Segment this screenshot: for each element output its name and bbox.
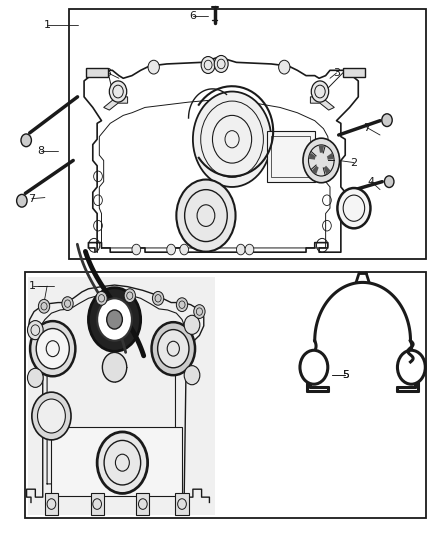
Circle shape: [237, 244, 245, 255]
Circle shape: [177, 180, 236, 252]
Circle shape: [28, 320, 43, 340]
Circle shape: [382, 114, 392, 126]
Circle shape: [32, 392, 71, 440]
Circle shape: [148, 60, 159, 74]
Circle shape: [124, 289, 135, 303]
Circle shape: [397, 350, 425, 384]
Circle shape: [107, 310, 122, 329]
Bar: [86, 68, 108, 77]
Circle shape: [184, 316, 200, 334]
Circle shape: [97, 432, 148, 494]
Text: 2: 2: [350, 158, 357, 167]
Wedge shape: [324, 166, 331, 174]
Wedge shape: [327, 153, 334, 160]
Circle shape: [180, 244, 188, 255]
Circle shape: [102, 352, 127, 382]
Text: 7: 7: [364, 123, 371, 133]
Circle shape: [184, 366, 200, 385]
Circle shape: [167, 244, 176, 255]
Bar: [45, 494, 58, 515]
Bar: [25, 272, 426, 519]
Bar: [91, 494, 104, 515]
Text: 5: 5: [342, 370, 349, 380]
Circle shape: [30, 321, 75, 376]
Bar: [271, 136, 311, 177]
Circle shape: [96, 292, 107, 305]
Circle shape: [194, 305, 205, 318]
Polygon shape: [28, 277, 215, 515]
Bar: [136, 494, 149, 515]
Circle shape: [201, 56, 215, 74]
Text: 3: 3: [333, 68, 340, 78]
Circle shape: [303, 138, 339, 183]
Circle shape: [193, 92, 271, 187]
Circle shape: [300, 350, 328, 384]
Bar: [69, 10, 426, 259]
Circle shape: [97, 298, 132, 341]
Circle shape: [279, 60, 290, 74]
Circle shape: [177, 298, 187, 312]
Text: 8: 8: [37, 146, 44, 156]
Circle shape: [132, 244, 141, 255]
Circle shape: [28, 368, 43, 387]
Circle shape: [245, 244, 254, 255]
Circle shape: [110, 81, 127, 102]
Wedge shape: [309, 152, 316, 160]
Text: 3: 3: [105, 68, 112, 78]
Circle shape: [17, 195, 27, 207]
Circle shape: [385, 176, 394, 188]
Bar: [343, 68, 365, 77]
Circle shape: [152, 322, 195, 375]
Circle shape: [39, 300, 49, 313]
Bar: [176, 494, 188, 515]
Text: 7: 7: [28, 193, 35, 204]
Circle shape: [214, 55, 228, 72]
Circle shape: [337, 188, 371, 228]
Polygon shape: [311, 97, 334, 110]
Circle shape: [152, 292, 164, 305]
Circle shape: [88, 288, 141, 351]
Wedge shape: [312, 166, 319, 174]
Circle shape: [62, 297, 73, 311]
Text: 1: 1: [44, 20, 50, 30]
Circle shape: [158, 329, 189, 368]
Text: 5: 5: [342, 370, 349, 380]
Circle shape: [36, 328, 69, 369]
Circle shape: [21, 134, 32, 147]
Text: 4: 4: [368, 176, 375, 187]
Bar: [28, 274, 424, 516]
Polygon shape: [104, 97, 127, 110]
Bar: [267, 131, 315, 182]
Wedge shape: [319, 146, 324, 153]
Circle shape: [311, 81, 328, 102]
Text: 1: 1: [29, 281, 36, 291]
Text: 6: 6: [189, 11, 196, 21]
Circle shape: [38, 399, 65, 433]
Bar: [51, 426, 182, 496]
